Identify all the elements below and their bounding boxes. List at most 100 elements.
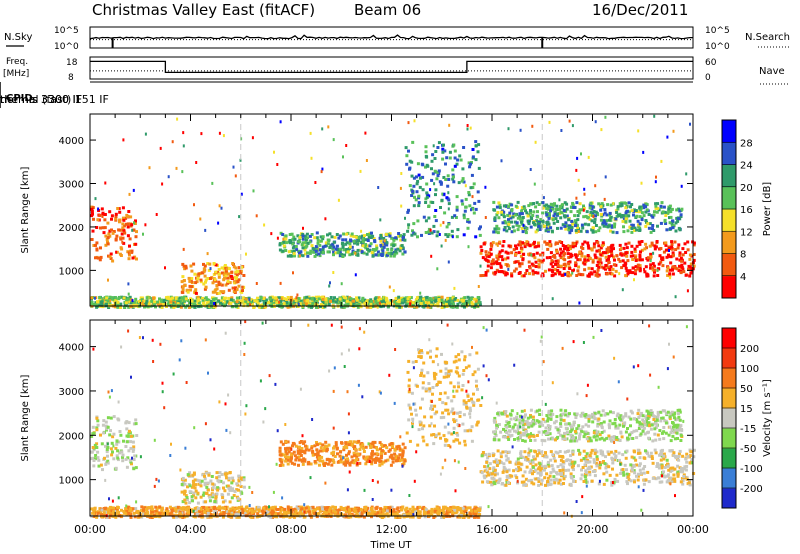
scatter-cell: [601, 213, 605, 217]
scatter-cell: [287, 450, 291, 454]
scatter-cell: [185, 498, 189, 501]
scatter-cell: [340, 441, 343, 445]
scatter-cell: [117, 418, 121, 422]
scatter-cell: [544, 211, 548, 215]
scatter-cell: [204, 491, 208, 495]
scatter-cell: [466, 226, 470, 230]
scatter-cell: [511, 427, 515, 431]
scatter-cell: [654, 206, 658, 210]
scatter-cell: [566, 252, 570, 256]
scatter-cell: [571, 124, 574, 128]
scatter-cell: [214, 297, 218, 301]
scatter-cell: [603, 462, 607, 466]
scatter-cell: [118, 451, 122, 455]
scatter-cell: [651, 461, 655, 465]
scatter-cell: [525, 269, 529, 272]
scatter-cell: [518, 262, 522, 266]
scatter-cell: [398, 459, 402, 463]
scatter-cell: [344, 238, 348, 242]
scatter-cell: [194, 489, 198, 493]
scatter-cell: [104, 424, 108, 428]
scatter-cell: [327, 302, 331, 306]
scatter-cell: [669, 439, 673, 443]
scatter-cell: [315, 441, 318, 444]
scatter-cell: [630, 455, 634, 459]
scatter-cell: [497, 201, 501, 205]
scatter-cell: [484, 474, 488, 478]
scatter-cell: [575, 274, 579, 277]
scatter-cell: [381, 302, 385, 306]
scatter-cell: [620, 215, 623, 219]
scatter-cell: [94, 256, 97, 260]
scatter-cell: [350, 455, 354, 459]
scatter-cell: [670, 479, 674, 483]
scatter-cell: [474, 140, 478, 144]
scatter-cell: [420, 233, 423, 237]
scatter-cell: [328, 284, 331, 288]
scatter-cell: [588, 213, 592, 217]
scatter-cell: [321, 301, 325, 304]
scatter-cell: [664, 222, 668, 225]
scatter-cell: [489, 243, 493, 247]
scatter-cell: [617, 257, 621, 261]
scatter-cell: [332, 138, 335, 142]
scatter-cell: [95, 416, 99, 420]
scatter-cell: [217, 283, 221, 287]
scatter-cell: [556, 270, 560, 274]
scatter-cell: [119, 302, 123, 306]
scatter-cell: [397, 300, 401, 304]
scatter-cell: [93, 457, 97, 461]
scatter-cell: [436, 267, 439, 271]
scatter-cell: [121, 459, 125, 463]
scatter-cell: [194, 288, 198, 292]
scatter-cell: [129, 215, 133, 219]
scatter-cell: [419, 291, 422, 295]
scatter-cell: [637, 129, 640, 133]
scatter-cell: [537, 265, 541, 269]
scatter-cell: [452, 303, 456, 307]
scatter-cell: [239, 272, 243, 275]
scatter-cell: [206, 481, 210, 485]
scatter-cell: [452, 143, 456, 147]
scatter-cell: [240, 192, 243, 196]
scatter-cell: [485, 470, 489, 474]
scatter-cell: [505, 478, 509, 482]
scatter-cell: [638, 226, 642, 230]
scatter-cell: [653, 270, 656, 274]
scatter-cell: [690, 269, 694, 273]
scatter-cell: [132, 422, 136, 426]
scatter-cell: [581, 208, 585, 212]
scatter-cell: [540, 450, 544, 454]
scatter-cell: [484, 273, 488, 277]
scatter-cell: [596, 274, 600, 278]
scatter-cell: [205, 298, 209, 301]
scatter-cell: [614, 217, 618, 221]
scatter-cell: [636, 219, 640, 223]
scatter-cell: [321, 245, 325, 249]
scatter-cell: [644, 478, 648, 482]
scatter-cell: [462, 413, 466, 417]
scatter-cell: [572, 464, 575, 468]
scatter-cell: [428, 389, 432, 393]
scatter-cell: [549, 415, 553, 419]
scatter-cell: [118, 430, 122, 433]
scatter-cell: [543, 240, 547, 244]
scatter-cell: [471, 186, 475, 189]
scatter-cell: [367, 455, 371, 459]
scatter-cell: [411, 301, 415, 304]
scatter-cell: [436, 174, 440, 178]
scatter-cell: [159, 303, 163, 307]
scatter-cell: [297, 458, 301, 462]
scatter-cell: [537, 258, 541, 262]
scatter-cell: [104, 181, 107, 185]
scatter-cell: [329, 296, 333, 299]
scatter-cell: [530, 253, 533, 257]
scatter-cell: [507, 127, 510, 131]
scatter-cell: [347, 247, 351, 251]
scatter-cell: [422, 374, 426, 378]
scatter-cell: [512, 469, 516, 473]
scatter-cell: [671, 468, 675, 472]
scatter-cell: [619, 472, 623, 475]
scatter-cell: [107, 306, 111, 309]
scatter-cell: [576, 156, 579, 160]
